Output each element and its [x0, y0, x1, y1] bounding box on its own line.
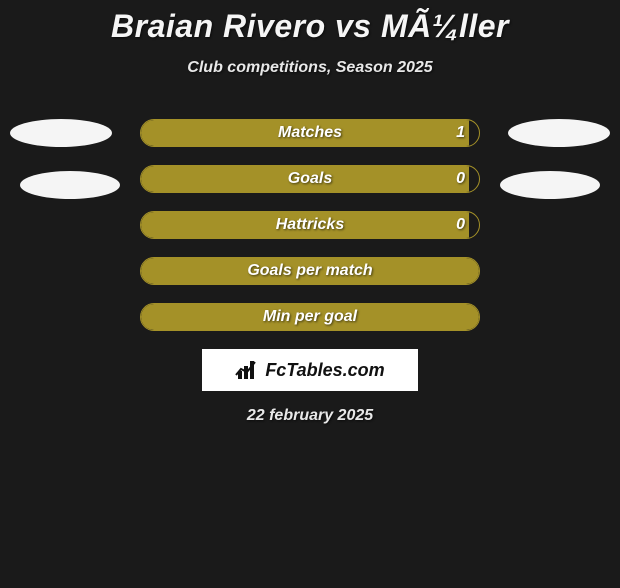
- page-title: Braian Rivero vs MÃ¼ller: [0, 8, 620, 45]
- right-player-flag-top: [508, 119, 610, 147]
- stat-row-label: Hattricks: [141, 212, 479, 238]
- stat-row-label: Matches: [141, 120, 479, 146]
- page-subtitle: Club competitions, Season 2025: [0, 59, 620, 77]
- date-label: 22 february 2025: [0, 407, 620, 425]
- stat-row: Goals0: [140, 165, 480, 193]
- brand-box: FcTables.com: [202, 349, 418, 391]
- stat-row-value: 1: [456, 120, 465, 146]
- stat-row: Goals per match: [140, 257, 480, 285]
- right-player-flag-bottom: [500, 171, 600, 199]
- stat-row-value: 0: [456, 166, 465, 192]
- stat-row-label: Min per goal: [141, 304, 479, 330]
- stat-row: Min per goal: [140, 303, 480, 331]
- stat-row: Hattricks0: [140, 211, 480, 239]
- stat-row-label: Goals per match: [141, 258, 479, 284]
- stat-row-value: 0: [456, 212, 465, 238]
- stat-row: Matches1: [140, 119, 480, 147]
- left-player-flag-bottom: [20, 171, 120, 199]
- stat-rows: Matches1Goals0Hattricks0Goals per matchM…: [0, 119, 620, 331]
- brand-text: FcTables.com: [265, 360, 384, 381]
- left-player-flag-top: [10, 119, 112, 147]
- stat-row-label: Goals: [141, 166, 479, 192]
- stats-area: Matches1Goals0Hattricks0Goals per matchM…: [0, 119, 620, 331]
- brand-chart-icon: [235, 359, 261, 381]
